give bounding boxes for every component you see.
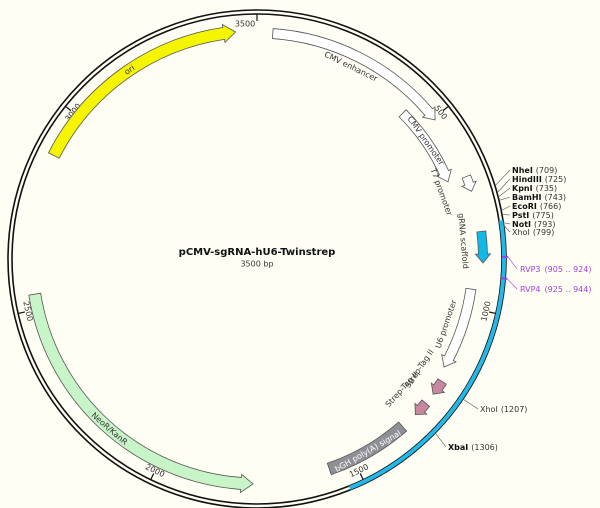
site-leader <box>501 205 511 211</box>
site-label: HindIII (725) <box>512 175 566 184</box>
site-leader <box>503 222 511 225</box>
site-leader <box>434 432 447 448</box>
site-name: XhoI <box>480 405 498 414</box>
site-leader <box>497 187 511 198</box>
primer-leader <box>507 278 518 290</box>
primer-label: RVP3 (905 .. 924) <box>520 265 591 274</box>
site-position: (725) <box>545 175 567 184</box>
site-position: (743) <box>545 193 567 202</box>
tick <box>65 105 72 112</box>
site-position: (775) <box>532 211 554 220</box>
tick-label: 3500 <box>235 20 255 29</box>
site-name: NotI <box>512 220 531 229</box>
feature-arrow <box>460 174 477 192</box>
site-label: XhoI (799) <box>512 228 554 237</box>
tick <box>359 473 364 480</box>
feature-arrow <box>474 230 492 264</box>
tick <box>18 311 26 315</box>
feature-arrow <box>28 292 254 494</box>
site-name: PstI <box>512 211 529 220</box>
site-position: (1306) <box>471 443 498 452</box>
site-name: HindIII <box>512 175 542 184</box>
tick <box>442 105 449 112</box>
site-name: KpnI <box>512 184 533 193</box>
tick-label: 1000 <box>479 300 492 322</box>
primer-range: (925 .. 944) <box>545 285 592 294</box>
primer-name: RVP3 <box>520 265 541 274</box>
primer-name: RVP4 <box>520 285 541 294</box>
plasmid-name: pCMV-sgRNA-hU6-Twinstrep <box>179 247 336 258</box>
site-position: (799) <box>533 228 555 237</box>
site-leader <box>462 398 479 410</box>
feature-arrow <box>326 421 408 476</box>
feature-arrow <box>271 28 436 121</box>
site-name: EcoRI <box>512 202 537 211</box>
site-label: NheI (709) <box>512 166 557 175</box>
site-position: (1207) <box>501 405 528 414</box>
highlighted-region <box>348 220 506 490</box>
feature-arrow <box>430 378 447 395</box>
feature-arrow <box>441 287 477 368</box>
feature-arrow <box>398 109 452 183</box>
site-label: KpnI (735) <box>512 184 557 193</box>
site-label: XhoI (1207) <box>480 405 527 414</box>
site-name: XhoI <box>512 228 530 237</box>
feature-arrow <box>47 23 237 159</box>
site-label: NotI (793) <box>512 220 556 229</box>
site-label: EcoRI (766) <box>512 202 561 211</box>
plasmid-size: 3500 bp <box>240 260 273 269</box>
site-leader <box>496 178 511 194</box>
tick <box>150 473 155 480</box>
site-label: BamHI (743) <box>512 193 566 202</box>
site-name: BamHI <box>512 193 542 202</box>
site-position: (766) <box>540 202 562 211</box>
site-name: NheI <box>512 166 533 175</box>
site-leader <box>498 196 511 201</box>
site-position: (709) <box>536 166 558 175</box>
site-name: XbaI <box>448 443 468 452</box>
feature-arrow <box>414 399 431 416</box>
site-label: PstI (775) <box>512 211 554 220</box>
primer-label: RVP4 (925 .. 944) <box>520 285 591 294</box>
site-position: (793) <box>534 220 556 229</box>
primer-range: (905 .. 924) <box>545 265 592 274</box>
site-label: XbaI (1306) <box>448 443 498 452</box>
site-leader <box>503 225 511 233</box>
site-position: (735) <box>536 184 558 193</box>
primer-leader <box>507 256 518 270</box>
site-leader <box>494 169 511 186</box>
tick <box>488 311 496 315</box>
site-leader <box>501 214 511 216</box>
